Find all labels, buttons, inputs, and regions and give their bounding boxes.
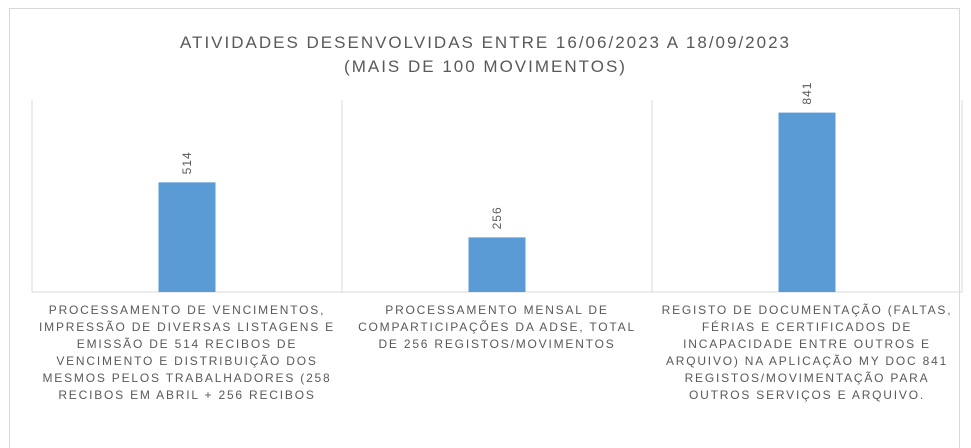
x-tick-label: PROCESSAMENTO MENSAL DE COMPARTICIPAÇÕES… <box>358 303 636 351</box>
chart-frame <box>9 8 960 448</box>
chart-subtitle: (MAIS DE 100 MOVIMENTOS) <box>344 57 627 76</box>
chart-title: ATIVIDADES DESENVOLVIDAS ENTRE 16/06/202… <box>179 33 792 52</box>
data-label: 514 <box>180 151 194 174</box>
x-tick-label: REGISTO DE DOCUMENTAÇÃO (FALTAS, FÉRIAS … <box>661 303 953 402</box>
bar <box>778 112 836 292</box>
data-label: 841 <box>800 82 814 105</box>
x-tick-label: PROCESSAMENTO DE VENCIMENTOS, IMPRESSÃO … <box>39 303 335 402</box>
data-label: 256 <box>490 206 504 229</box>
bar <box>468 237 526 292</box>
bar <box>158 182 216 292</box>
